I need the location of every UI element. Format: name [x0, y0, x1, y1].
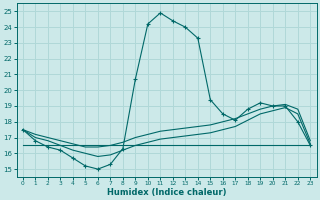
X-axis label: Humidex (Indice chaleur): Humidex (Indice chaleur): [107, 188, 226, 197]
